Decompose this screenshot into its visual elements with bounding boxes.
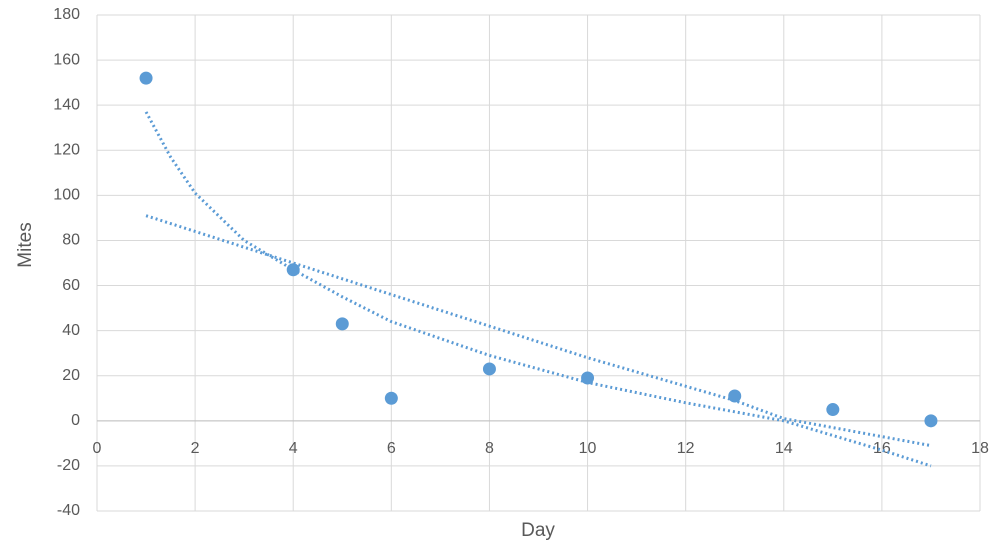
x-tick-label: 8 — [485, 440, 494, 457]
y-tick-label: 180 — [53, 6, 80, 23]
y-tick-label: 140 — [53, 96, 80, 113]
y-tick-label: 120 — [53, 141, 80, 158]
y-tick-label: 80 — [62, 232, 80, 249]
y-tick-label: 100 — [53, 187, 80, 204]
y-tick-label: 160 — [53, 51, 80, 68]
x-axis-title: Day — [521, 520, 555, 541]
point — [482, 362, 496, 376]
y-axis-title: Mites — [15, 222, 36, 267]
x-tick-label: 18 — [971, 440, 989, 457]
x-tick-label: 14 — [775, 440, 793, 457]
y-tick-label: -40 — [57, 502, 80, 519]
point — [384, 391, 398, 405]
x-tick-label: 4 — [289, 440, 298, 457]
y-tick-label: 0 — [71, 412, 80, 429]
point — [728, 389, 742, 403]
y-tick-label: -20 — [57, 457, 80, 474]
point — [139, 71, 153, 85]
x-tick-label: 0 — [93, 440, 102, 457]
x-tick-label: 10 — [579, 440, 597, 457]
point — [581, 371, 595, 385]
x-tick-label: 16 — [873, 440, 891, 457]
point — [335, 317, 349, 331]
x-tick-label: 12 — [677, 440, 695, 457]
point — [924, 414, 938, 428]
y-tick-label: 40 — [62, 322, 80, 339]
x-tick-label: 6 — [387, 440, 396, 457]
point — [826, 403, 840, 417]
y-tick-label: 20 — [62, 367, 80, 384]
x-tick-label: 2 — [191, 440, 200, 457]
y-tick-label: 60 — [62, 277, 80, 294]
trendline — [144, 111, 932, 468]
